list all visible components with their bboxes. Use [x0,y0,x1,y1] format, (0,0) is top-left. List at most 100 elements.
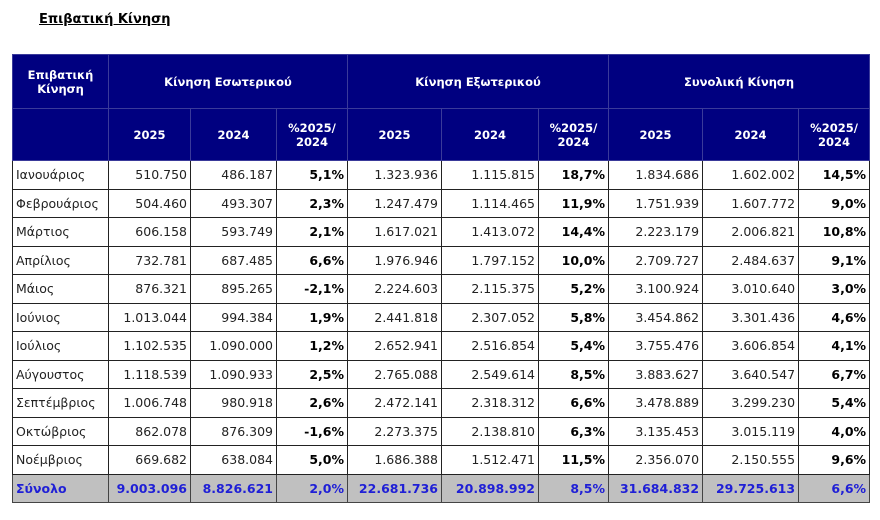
pct-cell: 5,4% [537,331,610,361]
corner-header: Επιβατική Κίνηση [12,54,109,109]
year-header: 2025 [608,108,704,161]
value-cell: 3.755.476 [608,331,704,361]
value-cell: 3.299.230 [702,388,800,418]
value-cell: 31.684.832 [608,473,704,503]
month-cell: Ιούλιος [12,331,109,361]
empty-header [12,108,109,161]
value-cell: 1.834.686 [608,160,704,190]
value-cell: 687.485 [190,245,277,275]
pct-cell: -2,1% [276,274,348,304]
value-cell: 3.606.854 [702,331,800,361]
pct-cell: 8,5% [537,359,610,389]
value-cell: 1.976.946 [347,245,442,275]
value-cell: 1.090.000 [190,331,277,361]
table-row: Σεπτέμβριος 1.006.748 980.918 2,6% 2.472.141… [12,388,871,418]
pct-cell: 5,4% [798,388,871,418]
value-cell: 1.602.002 [702,160,800,190]
value-cell: 2.484.637 [702,245,800,275]
table-row: Νοέμβριος 669.682 638.084 5,0% 1.686.388 1.51… [12,445,871,475]
table-row: Ιούλιος 1.102.535 1.090.000 1,2% 2.652.941 2.… [12,331,871,361]
value-cell: 1.751.939 [608,188,704,218]
pct-cell: 4,6% [798,302,871,332]
value-cell: 3.100.924 [608,274,704,304]
pct-cell: 2,3% [276,188,348,218]
pct-cell: 5,8% [537,302,610,332]
year-header: 2024 [702,108,800,161]
pct-cell: 5,1% [276,160,348,190]
pct-cell: 8,5% [537,473,610,503]
pct-cell: 3,0% [798,274,871,304]
pct-cell: 10,0% [537,245,610,275]
month-cell: Σεπτέμβριος [12,388,109,418]
value-cell: 1.102.535 [108,331,191,361]
value-cell: 2.115.375 [441,274,539,304]
page-title: Επιβατική Κίνηση [39,12,171,27]
group-header-total: Συνολική Κίνηση [608,54,871,109]
month-cell: Ιούνιος [12,302,109,332]
group-header-international: Κίνηση Εξωτερικού [346,54,610,109]
value-cell: 22.681.736 [347,473,442,503]
group-header-domestic: Κίνηση Εσωτερικού [108,54,348,109]
value-cell: 1.114.465 [441,188,539,218]
pct-cell: 6,6% [798,473,871,503]
value-cell: 2.224.603 [347,274,442,304]
pct-cell: 1,9% [276,302,348,332]
value-cell: 1.323.936 [347,160,442,190]
value-cell: 3.478.889 [608,388,704,418]
pct-cell: -1,6% [276,416,348,446]
year-header: 2025 [347,108,442,161]
value-cell: 1.118.539 [108,359,191,389]
month-cell: Μάιος [12,274,109,304]
month-cell: Νοέμβριος [12,445,109,475]
pct-cell: 1,2% [276,331,348,361]
value-cell: 2.709.727 [608,245,704,275]
month-cell: Σύνολο [12,473,109,503]
pct-cell: 6,6% [276,245,348,275]
pct-cell: 10,8% [798,217,871,247]
month-cell: Απρίλιος [12,245,109,275]
value-cell: 3.010.640 [702,274,800,304]
value-cell: 1.247.479 [347,188,442,218]
table-row: Φεβρουάριος 504.460 493.307 2,3% 1.247.479 1.… [12,188,871,218]
pct-cell: 11,9% [537,188,610,218]
value-cell: 994.384 [190,302,277,332]
value-cell: 606.158 [108,217,191,247]
table-row: Ιούνιος 1.013.044 994.384 1,9% 2.441.818 2.30… [12,302,871,332]
pct-cell: 6,7% [798,359,871,389]
month-cell: Αύγουστος [12,359,109,389]
value-cell: 2.765.088 [347,359,442,389]
value-cell: 2.516.854 [441,331,539,361]
value-cell: 2.307.052 [441,302,539,332]
value-cell: 9.003.096 [108,473,191,503]
value-cell: 2.549.614 [441,359,539,389]
value-cell: 2.652.941 [347,331,442,361]
pct-cell: 5,0% [276,445,348,475]
pct-cell: 2,6% [276,388,348,418]
table-row: Μάιος 876.321 895.265 -2,1% 2.224.603 2.115.3… [12,274,871,304]
value-cell: 3.883.627 [608,359,704,389]
pct-cell: 2,0% [276,473,348,503]
value-cell: 669.682 [108,445,191,475]
month-cell: Φεβρουάριος [12,188,109,218]
year-header: 2024 [190,108,277,161]
value-cell: 3.454.862 [608,302,704,332]
pct-cell: 4,1% [798,331,871,361]
value-cell: 486.187 [190,160,277,190]
year-header: 2025 [108,108,191,161]
value-cell: 493.307 [190,188,277,218]
pct-cell: 2,1% [276,217,348,247]
value-cell: 638.084 [190,445,277,475]
value-cell: 2.273.375 [347,416,442,446]
value-cell: 1.607.772 [702,188,800,218]
month-cell: Ιανουάριος [12,160,109,190]
value-cell: 510.750 [108,160,191,190]
value-cell: 3.135.453 [608,416,704,446]
pct-cell: 9,1% [798,245,871,275]
pct-cell: 4,0% [798,416,871,446]
month-cell: Μάρτιος [12,217,109,247]
table-row: Απρίλιος 732.781 687.485 6,6% 1.976.946 1.797… [12,245,871,275]
value-cell: 876.321 [108,274,191,304]
value-cell: 2.356.070 [608,445,704,475]
value-cell: 895.265 [190,274,277,304]
total-row: Σύνολο 9.003.096 8.826.621 2,0% 22.681.736 20… [12,473,871,503]
